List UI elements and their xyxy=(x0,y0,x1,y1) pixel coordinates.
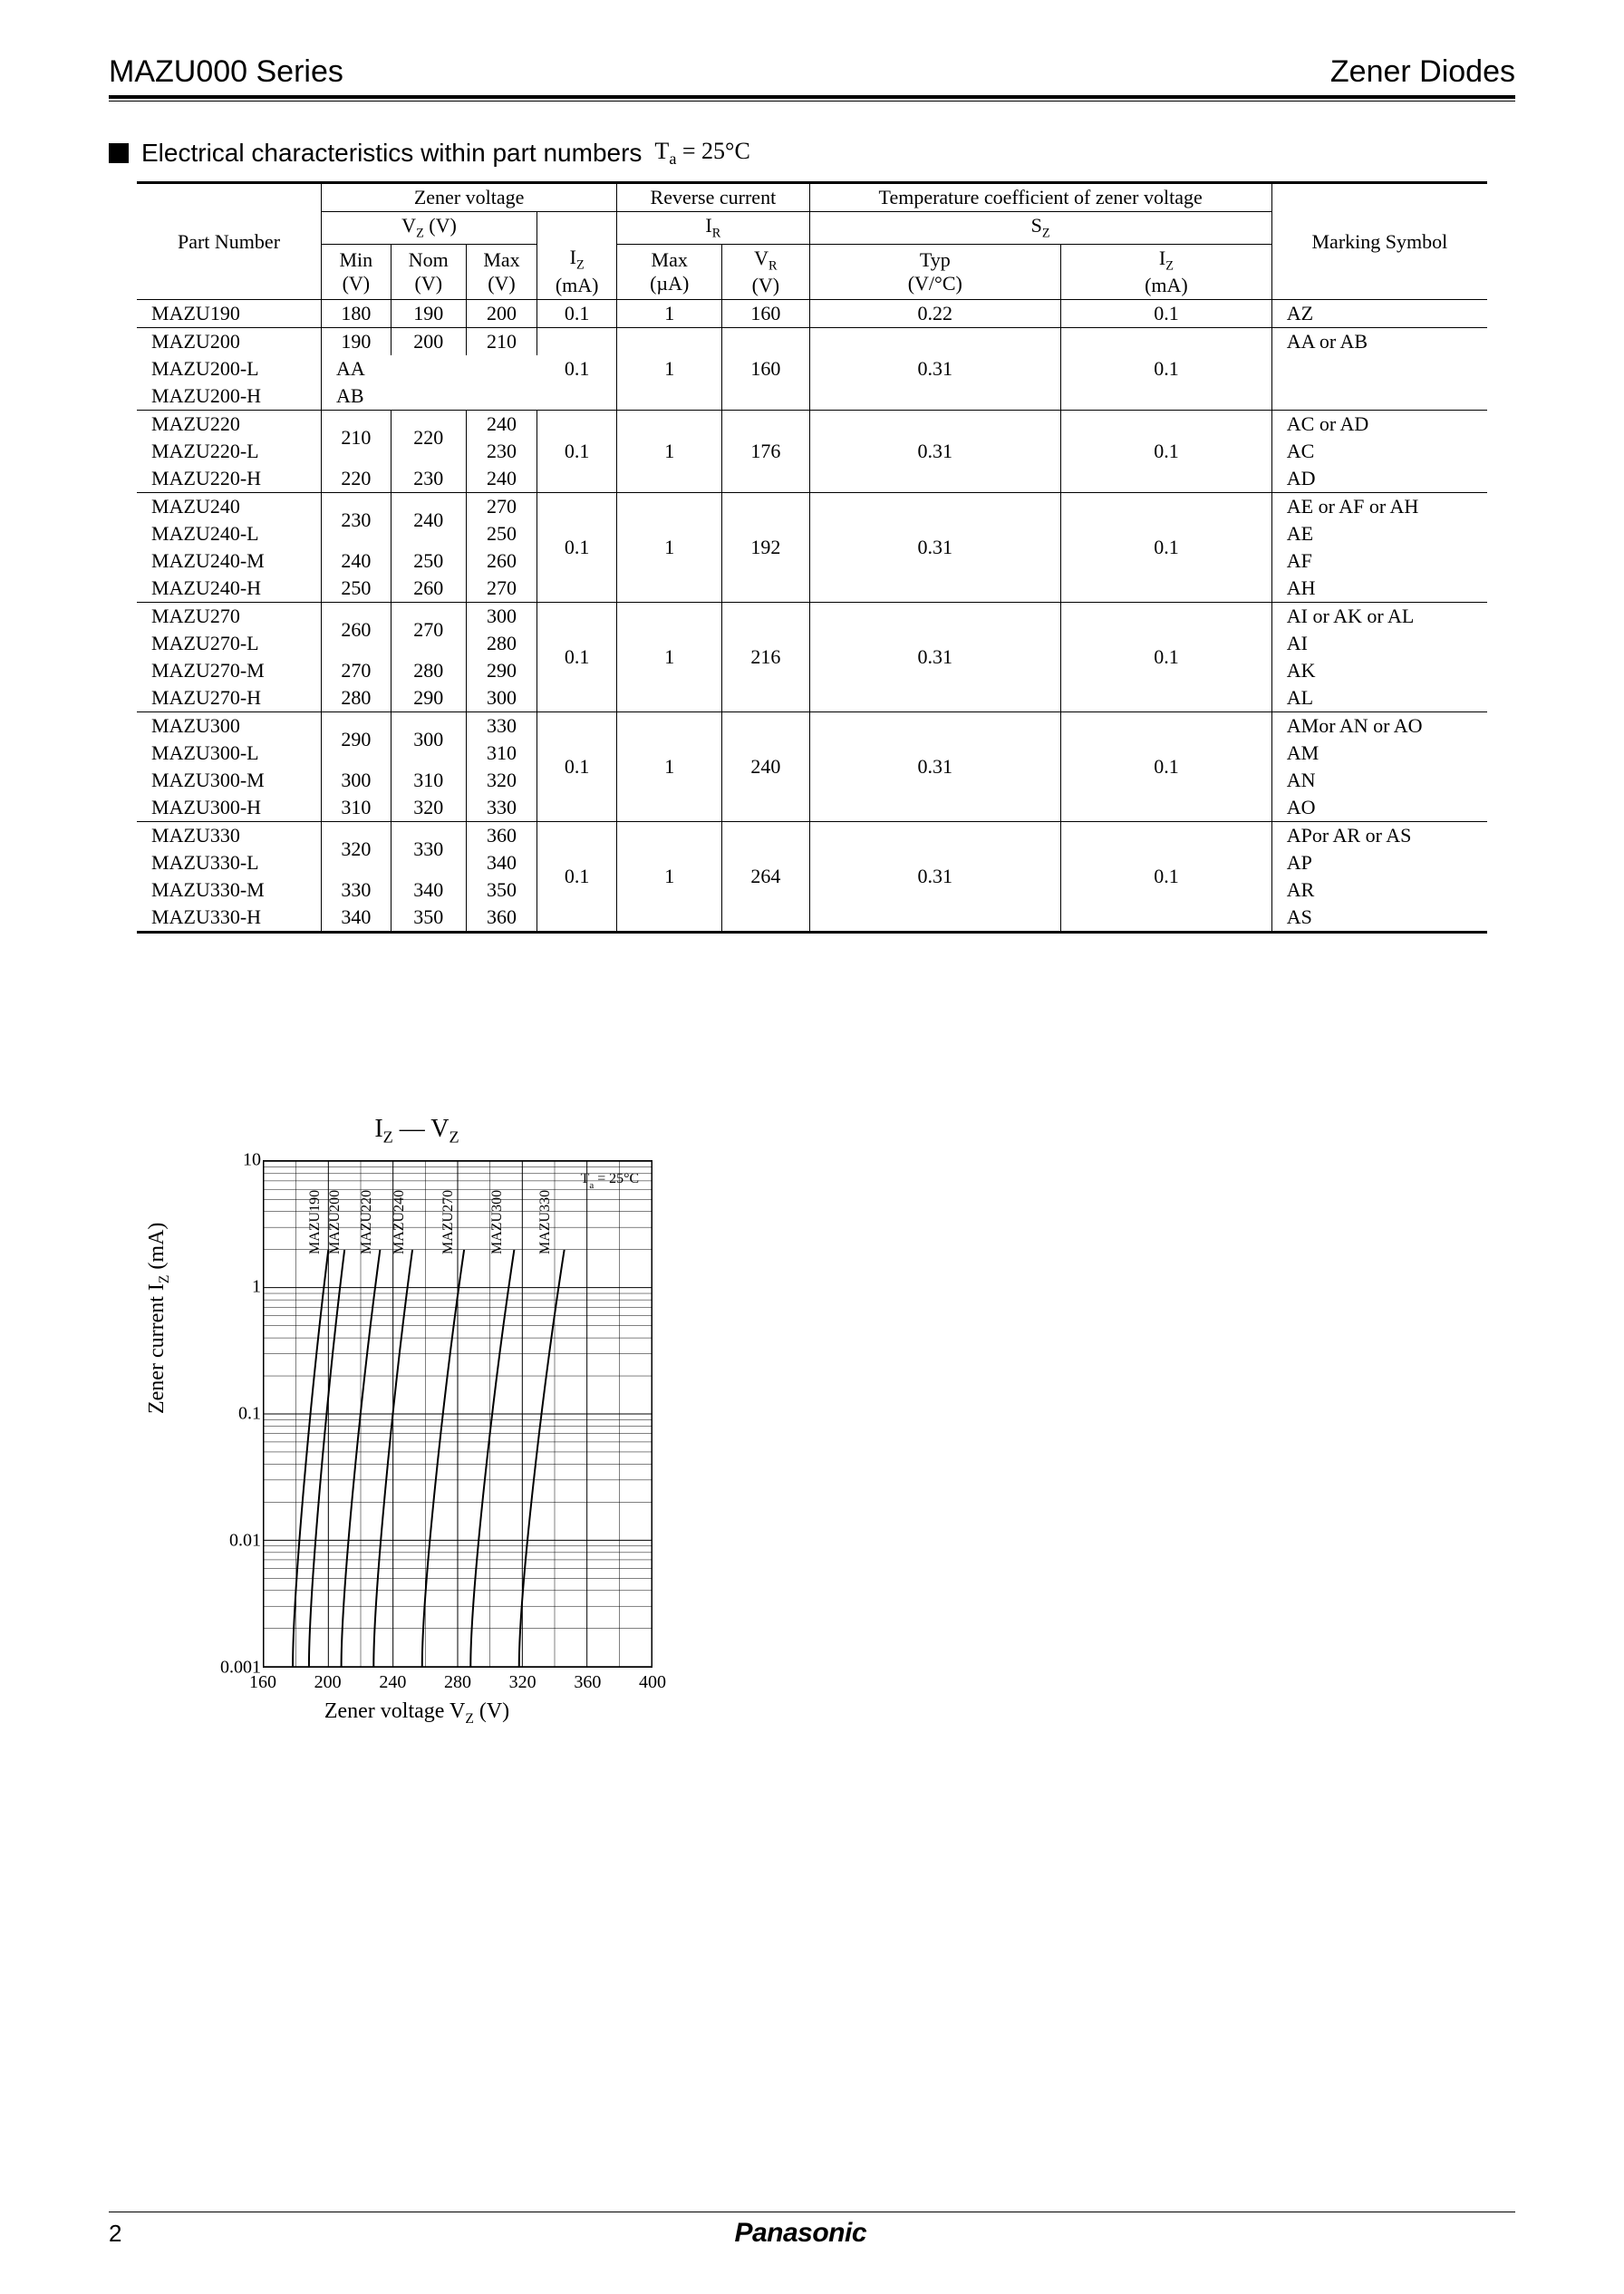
bullet-square-icon xyxy=(109,143,129,163)
chart-x-tick: 280 xyxy=(444,1672,471,1693)
header-rule-thin xyxy=(109,101,1515,102)
chart-plot-area: Ta = 25°C xyxy=(263,1160,652,1668)
chart-x-tick: 400 xyxy=(639,1672,666,1693)
section-condition: Ta = 25°C xyxy=(654,138,749,169)
svg-text:Ta = 25°C: Ta = 25°C xyxy=(581,1171,639,1191)
chart-x-tick: 160 xyxy=(249,1672,276,1693)
chart-x-axis-label: Zener voltage VZ (V) xyxy=(127,1699,707,1728)
chart-y-tick: 0.1 xyxy=(188,1404,261,1425)
chart-x-tick: 320 xyxy=(509,1672,536,1693)
page-header: MAZU000 Series Zener Diodes xyxy=(109,54,1515,95)
chart-x-tick: 200 xyxy=(314,1672,342,1693)
header-left: MAZU000 Series xyxy=(109,54,343,90)
chart-y-tick: 0.01 xyxy=(188,1531,261,1552)
page-number: 2 xyxy=(109,2220,121,2248)
page-footer: 2 Panasonic xyxy=(109,2212,1515,2249)
chart-title: IZ — VZ xyxy=(127,1115,707,1147)
chart-y-axis-label: Zener current IZ (mA) xyxy=(145,1223,173,1414)
header-right: Zener Diodes xyxy=(1330,54,1515,90)
chart-x-tick: 360 xyxy=(574,1672,601,1693)
chart-y-tick: 1 xyxy=(188,1277,261,1298)
brand-logo: Panasonic xyxy=(121,2218,1479,2249)
section-title-text: Electrical characteristics within part n… xyxy=(141,139,642,168)
characteristics-table: Part NumberZener voltageReverse currentT… xyxy=(137,181,1487,934)
header-rule-thick xyxy=(109,95,1515,99)
iz-vz-chart: IZ — VZ Zener current IZ (mA) Zener volt… xyxy=(127,1115,707,1767)
chart-y-tick: 10 xyxy=(188,1150,261,1171)
chart-x-tick: 240 xyxy=(379,1672,406,1693)
section-title: Electrical characteristics within part n… xyxy=(109,138,1515,169)
